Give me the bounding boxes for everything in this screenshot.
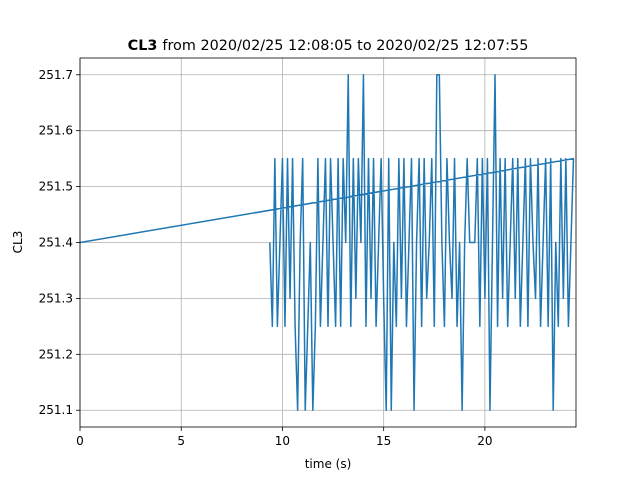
- title-bold: CL3: [128, 38, 158, 54]
- x-tick-label: 10: [275, 434, 290, 448]
- y-axis-label: CL3: [11, 231, 25, 254]
- y-tick-label: 251.5: [39, 180, 73, 194]
- x-axis-label: time (s): [305, 457, 352, 471]
- x-tick-label: 0: [76, 434, 84, 448]
- chart-title: CL3 from 2020/02/25 12:08:05 to 2020/02/2…: [128, 38, 529, 54]
- x-tick-label: 5: [177, 434, 185, 448]
- plot-frame: [79, 57, 577, 428]
- y-tick-label: 251.3: [39, 291, 73, 305]
- y-tick-label: 251.6: [39, 124, 73, 138]
- title-rest: from 2020/02/25 12:08:05 to 2020/02/25 1…: [162, 38, 528, 54]
- y-tick-label: 251.4: [39, 236, 73, 250]
- y-tick-label: 251.7: [39, 68, 73, 82]
- y-tick-label: 251.1: [39, 403, 73, 417]
- y-tick-label: 251.2: [39, 347, 73, 361]
- x-tick-label: 15: [376, 434, 391, 448]
- data-line: [80, 74, 575, 411]
- x-tick-label: 20: [477, 434, 492, 448]
